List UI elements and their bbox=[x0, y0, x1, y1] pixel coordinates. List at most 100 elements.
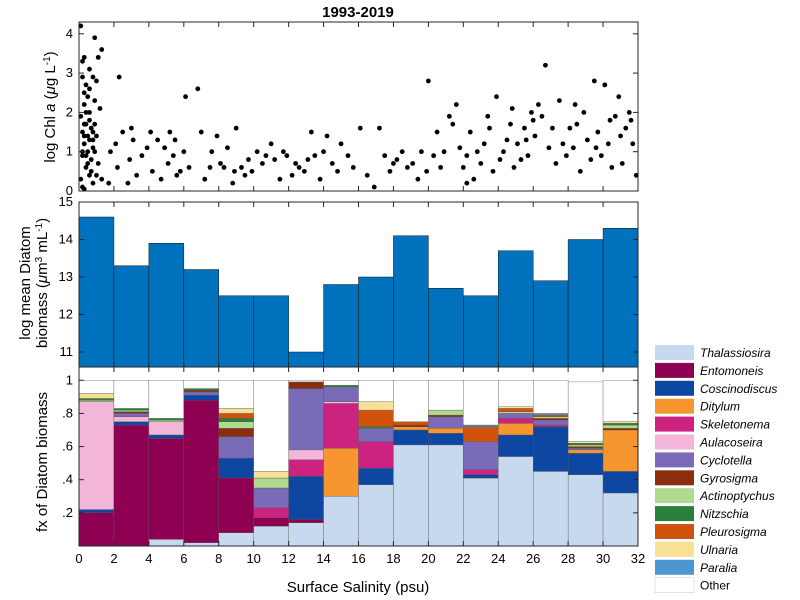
stacked-segment bbox=[288, 522, 324, 547]
stacked-segment bbox=[358, 428, 394, 442]
x-tick-label: 30 bbox=[596, 551, 610, 566]
stacked-segment bbox=[113, 411, 150, 414]
data-point bbox=[246, 157, 251, 162]
stacked-segment bbox=[567, 381, 604, 442]
data-point bbox=[618, 133, 623, 139]
data-point bbox=[467, 129, 473, 135]
x-tick-label: 0 bbox=[75, 551, 82, 566]
stacked-segment bbox=[498, 380, 534, 407]
data-point bbox=[563, 153, 569, 159]
data-point bbox=[450, 121, 456, 127]
data-point bbox=[509, 106, 515, 111]
data-point bbox=[90, 129, 96, 135]
data-point bbox=[81, 121, 87, 127]
stacked-segment bbox=[148, 419, 184, 422]
stacked-segment bbox=[253, 477, 289, 489]
stacked-segment bbox=[113, 408, 150, 411]
data-point bbox=[508, 121, 513, 127]
stacked-segment bbox=[288, 459, 324, 477]
biomass-bar bbox=[78, 216, 115, 368]
stacked-segment bbox=[78, 509, 115, 514]
data-point bbox=[335, 168, 340, 174]
stacked-segment bbox=[148, 438, 184, 540]
y-tick-label: 4 bbox=[66, 26, 73, 41]
stacked-segment bbox=[78, 401, 115, 510]
data-point bbox=[474, 149, 480, 155]
stacked-segment bbox=[498, 434, 534, 457]
stacked-segment bbox=[323, 386, 359, 402]
stacked-segment bbox=[567, 444, 604, 447]
legend-label: Aulacoseira bbox=[699, 436, 763, 450]
data-point bbox=[434, 129, 440, 135]
legend-label: Other bbox=[700, 579, 730, 593]
stacked-segment bbox=[463, 380, 499, 426]
data-point bbox=[525, 153, 531, 159]
stacked-segment bbox=[533, 424, 569, 427]
data-point bbox=[183, 94, 188, 100]
biomass-bar bbox=[498, 250, 534, 368]
stacked-segment bbox=[78, 399, 115, 402]
stacked-segment bbox=[288, 380, 324, 383]
data-point bbox=[94, 133, 99, 139]
stacked-segment bbox=[428, 409, 464, 416]
data-point bbox=[588, 157, 594, 162]
stacked-segment bbox=[567, 446, 604, 449]
stacked-segment bbox=[498, 418, 534, 424]
data-point bbox=[616, 94, 622, 100]
y-tick-label: 12 bbox=[59, 307, 73, 322]
legend-label: Actinoptychus bbox=[699, 489, 775, 503]
scatter-plot-area bbox=[79, 22, 638, 191]
data-point bbox=[134, 172, 140, 178]
stacked-segment bbox=[253, 507, 289, 518]
data-point bbox=[410, 161, 416, 166]
stacked-segment bbox=[463, 469, 499, 475]
stacked-segment bbox=[183, 399, 219, 543]
data-point bbox=[308, 129, 314, 135]
data-point bbox=[92, 149, 98, 155]
data-point bbox=[221, 165, 227, 170]
data-point bbox=[83, 165, 89, 170]
y-tick-label: 2 bbox=[66, 104, 73, 119]
data-point bbox=[202, 176, 208, 182]
data-point bbox=[518, 157, 524, 162]
legend-label: Gyrosigma bbox=[700, 471, 758, 485]
data-point bbox=[460, 165, 466, 170]
data-point bbox=[424, 168, 430, 174]
legend-swatch bbox=[655, 470, 694, 486]
data-point bbox=[595, 129, 601, 135]
data-point bbox=[425, 78, 431, 84]
y-tick-label: .8 bbox=[62, 405, 73, 420]
stacked-segment bbox=[533, 414, 569, 417]
data-point bbox=[177, 168, 183, 174]
data-point bbox=[277, 176, 283, 182]
stacked-segment bbox=[533, 380, 569, 414]
x-tick-label: 32 bbox=[631, 551, 645, 566]
stacked-segment bbox=[288, 449, 324, 460]
data-point bbox=[249, 168, 255, 174]
data-point bbox=[464, 180, 470, 186]
data-point bbox=[167, 129, 173, 135]
stacked-segment bbox=[218, 421, 254, 429]
data-point bbox=[263, 153, 269, 159]
data-point bbox=[92, 121, 98, 127]
data-point bbox=[593, 145, 599, 151]
data-point bbox=[81, 102, 87, 107]
stacked-segment bbox=[393, 380, 429, 422]
stacked-segment bbox=[567, 441, 604, 444]
data-point bbox=[607, 117, 613, 123]
data-point bbox=[125, 180, 131, 186]
stacked-segment bbox=[148, 418, 184, 421]
data-point bbox=[515, 141, 520, 147]
y-tick-label: .6 bbox=[62, 439, 73, 454]
data-point bbox=[399, 149, 405, 155]
x-tick-label: 18 bbox=[386, 551, 400, 566]
data-point bbox=[88, 168, 94, 174]
data-point bbox=[522, 125, 527, 131]
data-point bbox=[577, 168, 583, 174]
stacked-segment bbox=[533, 471, 569, 547]
stacked-segment bbox=[602, 423, 639, 426]
data-point bbox=[139, 153, 145, 159]
xlabel-salinity: Surface Salinity (psu) bbox=[287, 579, 430, 596]
data-point bbox=[214, 133, 220, 139]
data-point bbox=[90, 180, 96, 186]
